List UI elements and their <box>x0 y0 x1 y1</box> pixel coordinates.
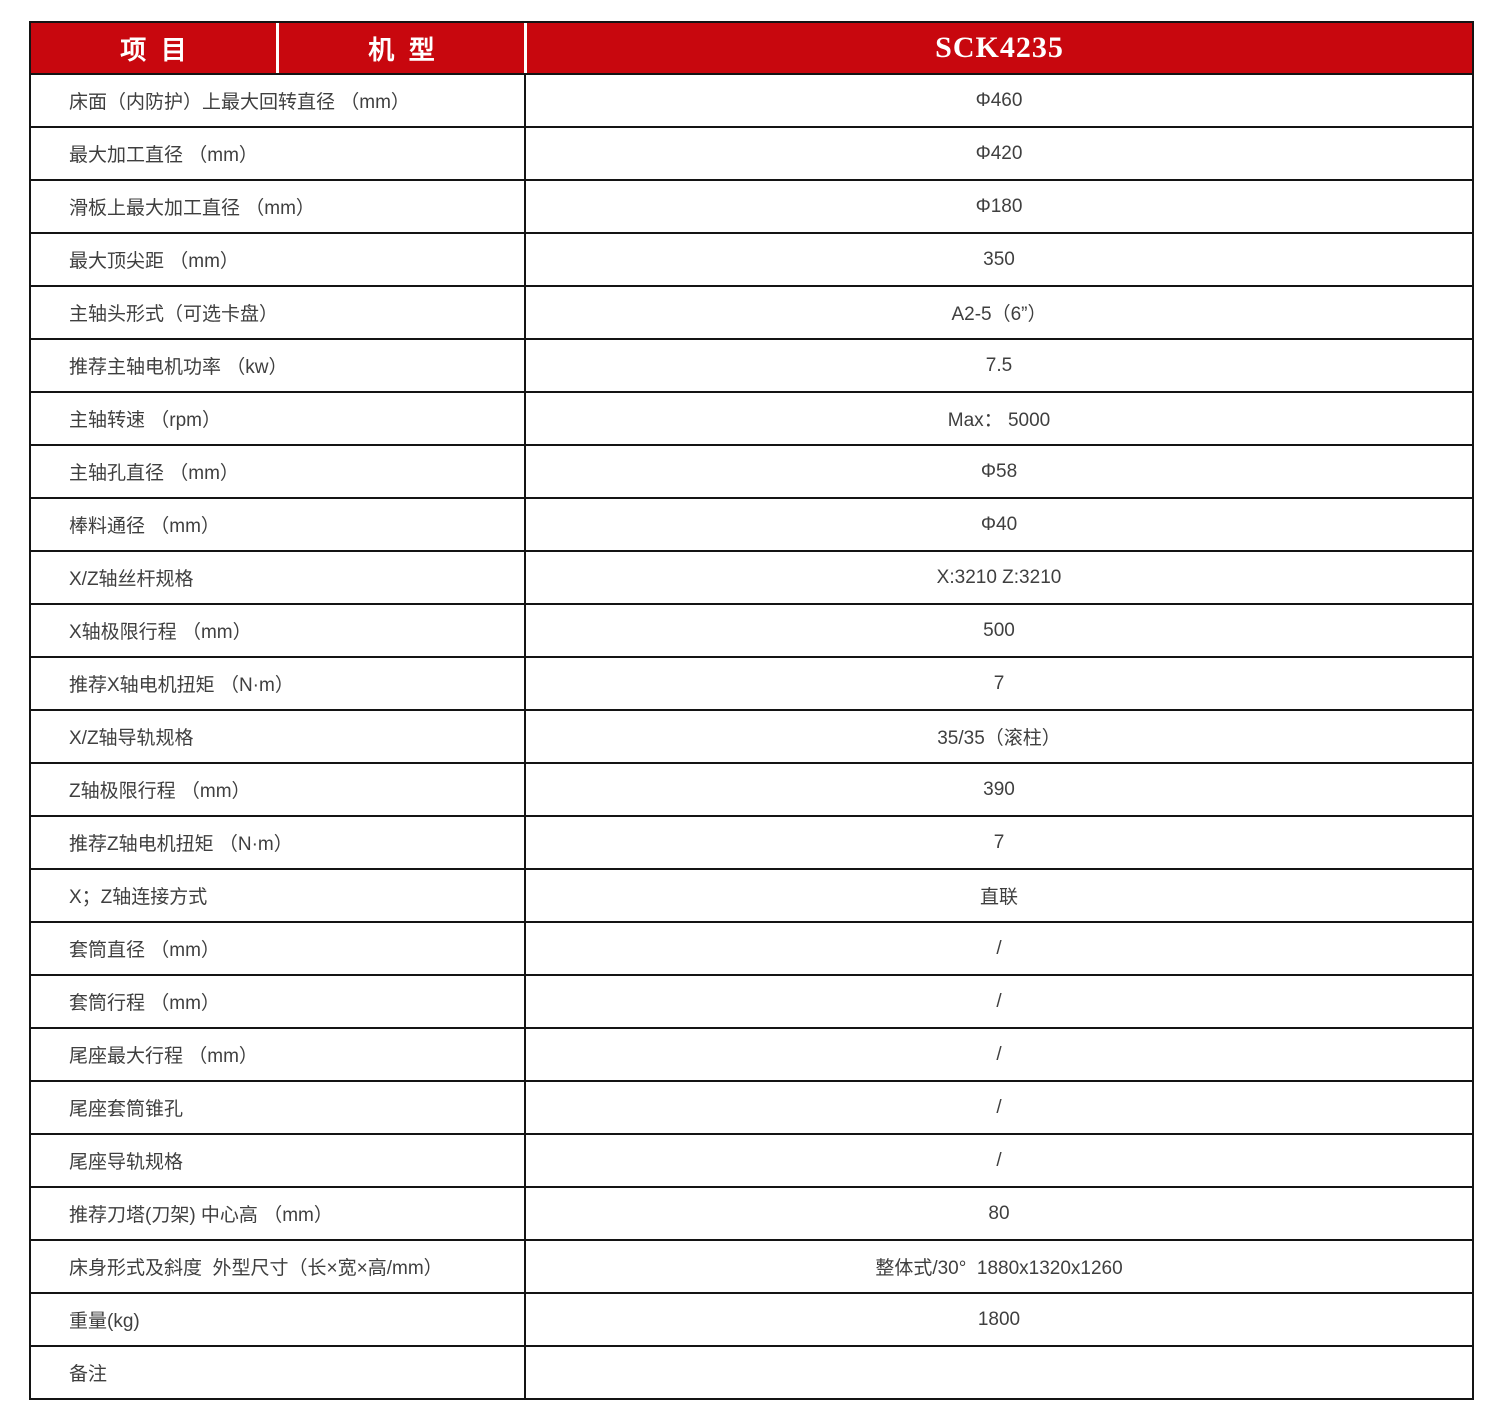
spec-value <box>526 1347 1472 1398</box>
spec-label: 推荐主轴电机功率 （kw） <box>31 340 526 391</box>
spec-value: / <box>996 937 1002 959</box>
spec-label: 最大顶尖距 （mm） <box>31 234 526 285</box>
table-row: 滑板上最大加工直径 （mm） Φ180 <box>31 179 1472 232</box>
table-row: Z轴极限行程 （mm） 390 <box>31 762 1472 815</box>
table-row: 尾座套筒锥孔 / <box>31 1080 1472 1133</box>
spec-label: 尾座最大行程 （mm） <box>31 1029 526 1080</box>
spec-label: 套筒行程 （mm） <box>31 976 526 1027</box>
spec-value: 整体式/30° 1880x1320x1260 <box>875 1258 1123 1279</box>
table-row: 重量(kg) 1800 <box>31 1292 1472 1345</box>
spec-value: 35/35（滚柱） <box>937 728 1061 749</box>
spec-value: 500 <box>983 619 1015 641</box>
spec-label: X/Z轴导轨规格 <box>31 711 526 762</box>
spec-label: X轴极限行程 （mm） <box>31 605 526 656</box>
table-row: 主轴头形式（可选卡盘） A2-5（6”） <box>31 285 1472 338</box>
table-row: 尾座导轨规格 / <box>31 1133 1472 1186</box>
spec-value: 7.5 <box>985 354 1013 376</box>
spec-value: Φ180 <box>975 195 1023 217</box>
spec-value: Max： 5000 <box>947 410 1051 431</box>
spec-value: Φ40 <box>980 513 1018 535</box>
spec-value: / <box>996 1149 1002 1171</box>
spec-label: 套筒直径 （mm） <box>31 923 526 974</box>
spec-value: 1800 <box>977 1308 1021 1330</box>
table-row: 套筒行程 （mm） / <box>31 974 1472 1027</box>
spec-value: 80 <box>988 1202 1010 1224</box>
spec-value: 350 <box>983 248 1015 270</box>
spec-value: / <box>996 1096 1002 1118</box>
table-row: 最大顶尖距 （mm） 350 <box>31 232 1472 285</box>
spec-label: 尾座导轨规格 <box>31 1135 526 1186</box>
spec-label: 主轴孔直径 （mm） <box>31 446 526 497</box>
table-row: X轴极限行程 （mm） 500 <box>31 603 1472 656</box>
table-row: X；Z轴连接方式 直联 <box>31 868 1472 921</box>
spec-table-body: 床面（内防护）上最大回转直径 （mm） Φ460 最大加工直径 （mm） Φ42… <box>31 73 1472 1398</box>
spec-value: 390 <box>983 778 1015 800</box>
spec-value: Φ420 <box>975 142 1023 164</box>
spec-table: 项 目 机 型 SCK4235 床面（内防护）上最大回转直径 （mm） Φ460… <box>29 21 1474 1400</box>
header-cell-model: 机 型 <box>279 23 527 73</box>
spec-label: 推荐X轴电机扭矩 （N·m） <box>31 658 526 709</box>
table-row: 推荐刀塔(刀架) 中心高 （mm） 80 <box>31 1186 1472 1239</box>
table-row: 推荐主轴电机功率 （kw） 7.5 <box>31 338 1472 391</box>
spec-label: 床身形式及斜度 外型尺寸（长×宽×高/mm） <box>31 1241 526 1292</box>
table-row: 推荐Z轴电机扭矩 （N·m） 7 <box>31 815 1472 868</box>
spec-value: A2-5（6”） <box>951 304 1047 325</box>
table-row: 套筒直径 （mm） / <box>31 921 1472 974</box>
table-row: 床身形式及斜度 外型尺寸（长×宽×高/mm） 整体式/30° 1880x1320… <box>31 1239 1472 1292</box>
spec-value: X:3210 Z:3210 <box>936 566 1062 588</box>
spec-label: 最大加工直径 （mm） <box>31 128 526 179</box>
table-row: 棒料通径 （mm） Φ40 <box>31 497 1472 550</box>
table-row: X/Z轴丝杆规格 X:3210 Z:3210 <box>31 550 1472 603</box>
spec-label: 主轴转速 （rpm） <box>31 393 526 444</box>
header-cell-item: 项 目 <box>31 23 279 73</box>
spec-label: 备注 <box>31 1347 526 1398</box>
table-row: X/Z轴导轨规格 35/35（滚柱） <box>31 709 1472 762</box>
spec-label: 主轴头形式（可选卡盘） <box>31 287 526 338</box>
table-row: 最大加工直径 （mm） Φ420 <box>31 126 1472 179</box>
spec-value: 7 <box>993 831 1005 853</box>
spec-value: / <box>996 990 1002 1012</box>
table-row: 备注 <box>31 1345 1472 1398</box>
spec-label: X；Z轴连接方式 <box>31 870 526 921</box>
table-row: 床面（内防护）上最大回转直径 （mm） Φ460 <box>31 73 1472 126</box>
spec-value: 直联 <box>979 887 1018 908</box>
spec-label: 推荐刀塔(刀架) 中心高 （mm） <box>31 1188 526 1239</box>
spec-label: 棒料通径 （mm） <box>31 499 526 550</box>
spec-label: 重量(kg) <box>31 1294 526 1345</box>
spec-value: / <box>996 1043 1002 1065</box>
spec-value: Φ58 <box>980 460 1018 482</box>
spec-label: Z轴极限行程 （mm） <box>31 764 526 815</box>
table-row: 推荐X轴电机扭矩 （N·m） 7 <box>31 656 1472 709</box>
table-header-row: 项 目 机 型 SCK4235 <box>31 23 1472 73</box>
spec-label: 尾座套筒锥孔 <box>31 1082 526 1133</box>
spec-label: 推荐Z轴电机扭矩 （N·m） <box>31 817 526 868</box>
table-row: 尾座最大行程 （mm） / <box>31 1027 1472 1080</box>
spec-value: 7 <box>993 672 1005 694</box>
table-row: 主轴孔直径 （mm） Φ58 <box>31 444 1472 497</box>
header-cell-model-value: SCK4235 <box>935 31 1064 64</box>
spec-label: 床面（内防护）上最大回转直径 （mm） <box>31 75 526 126</box>
spec-label: 滑板上最大加工直径 （mm） <box>31 181 526 232</box>
spec-value: Φ460 <box>975 89 1023 111</box>
table-row: 主轴转速 （rpm） Max： 5000 <box>31 391 1472 444</box>
spec-label: X/Z轴丝杆规格 <box>31 552 526 603</box>
